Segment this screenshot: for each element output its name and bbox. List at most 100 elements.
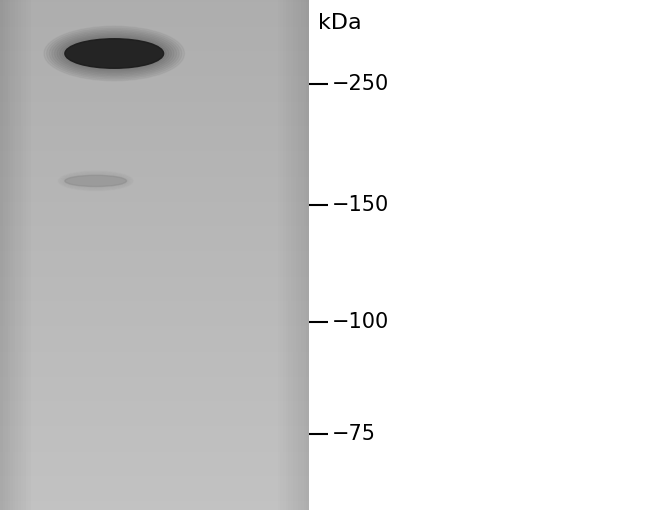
Bar: [0, 324, 309, 326]
Bar: [0, 248, 309, 250]
Bar: [0, 244, 309, 246]
Bar: [0, 47, 309, 49]
Ellipse shape: [65, 175, 127, 187]
Bar: [0, 275, 309, 277]
Bar: [0, 382, 309, 384]
Bar: [0, 472, 309, 474]
Bar: [0, 32, 309, 34]
Bar: [0, 458, 309, 460]
Bar: [10, 0, 13, 510]
Bar: [0, 62, 309, 64]
Bar: [0, 450, 309, 452]
Bar: [0, 81, 309, 83]
Bar: [0, 29, 309, 31]
Bar: [0, 276, 309, 279]
Bar: [0, 59, 309, 61]
Bar: [0, 80, 309, 82]
Bar: [0, 21, 309, 24]
Bar: [0, 327, 309, 330]
Bar: [0, 128, 309, 131]
Bar: [29, 0, 31, 510]
Bar: [0, 400, 309, 402]
Bar: [0, 218, 309, 221]
Bar: [0, 326, 309, 328]
Bar: [0, 0, 3, 510]
Bar: [0, 499, 309, 501]
Bar: [0, 317, 309, 319]
Bar: [0, 159, 309, 161]
Bar: [0, 239, 309, 241]
Bar: [0, 116, 309, 119]
Ellipse shape: [63, 174, 128, 188]
Bar: [0, 197, 309, 199]
Bar: [0, 25, 309, 27]
Bar: [0, 76, 309, 78]
Bar: [0, 508, 309, 510]
Bar: [0, 96, 309, 98]
Bar: [0, 265, 309, 267]
Bar: [0, 246, 309, 248]
Bar: [0, 151, 309, 153]
Bar: [0, 415, 309, 418]
Ellipse shape: [65, 38, 164, 68]
Bar: [0, 302, 309, 304]
Bar: [0, 171, 309, 173]
Bar: [0, 310, 309, 313]
Bar: [0, 205, 309, 207]
Bar: [0, 316, 309, 318]
Bar: [0, 188, 309, 190]
Bar: [0, 501, 309, 503]
Bar: [0, 367, 309, 369]
Bar: [0, 88, 309, 90]
Bar: [0, 418, 309, 420]
Bar: [0, 394, 309, 396]
Bar: [0, 42, 309, 44]
Bar: [0, 13, 309, 15]
Bar: [0, 344, 309, 346]
Bar: [0, 360, 309, 362]
Bar: [0, 404, 309, 406]
Bar: [0, 237, 309, 240]
Bar: [0, 266, 309, 268]
Bar: [0, 390, 309, 393]
Bar: [0, 280, 309, 282]
Bar: [293, 0, 296, 510]
Bar: [0, 91, 309, 94]
Bar: [0, 489, 309, 491]
Bar: [0, 185, 309, 187]
Bar: [0, 56, 309, 58]
Bar: [0, 295, 309, 297]
Bar: [0, 3, 309, 5]
Bar: [0, 363, 309, 365]
Bar: [0, 339, 309, 342]
Bar: [0, 502, 309, 504]
Bar: [0, 337, 309, 340]
Bar: [0, 98, 309, 100]
Bar: [0, 278, 309, 280]
Bar: [0, 348, 309, 350]
Bar: [283, 0, 285, 510]
Bar: [0, 74, 309, 76]
Bar: [0, 487, 309, 489]
Bar: [0, 6, 309, 8]
Bar: [0, 57, 309, 59]
Bar: [0, 361, 309, 363]
Bar: [0, 412, 309, 414]
Bar: [288, 0, 291, 510]
Bar: [0, 370, 309, 372]
Text: −75: −75: [332, 424, 376, 444]
Text: −150: −150: [332, 195, 389, 215]
Bar: [0, 254, 309, 256]
Bar: [0, 207, 309, 209]
Bar: [0, 371, 309, 374]
Bar: [0, 66, 309, 68]
Bar: [0, 110, 309, 112]
Bar: [0, 241, 309, 243]
Bar: [0, 161, 309, 163]
Bar: [0, 433, 309, 435]
Bar: [0, 309, 309, 311]
Bar: [0, 119, 309, 121]
Bar: [0, 496, 309, 498]
Bar: [0, 453, 309, 455]
Bar: [0, 69, 309, 71]
